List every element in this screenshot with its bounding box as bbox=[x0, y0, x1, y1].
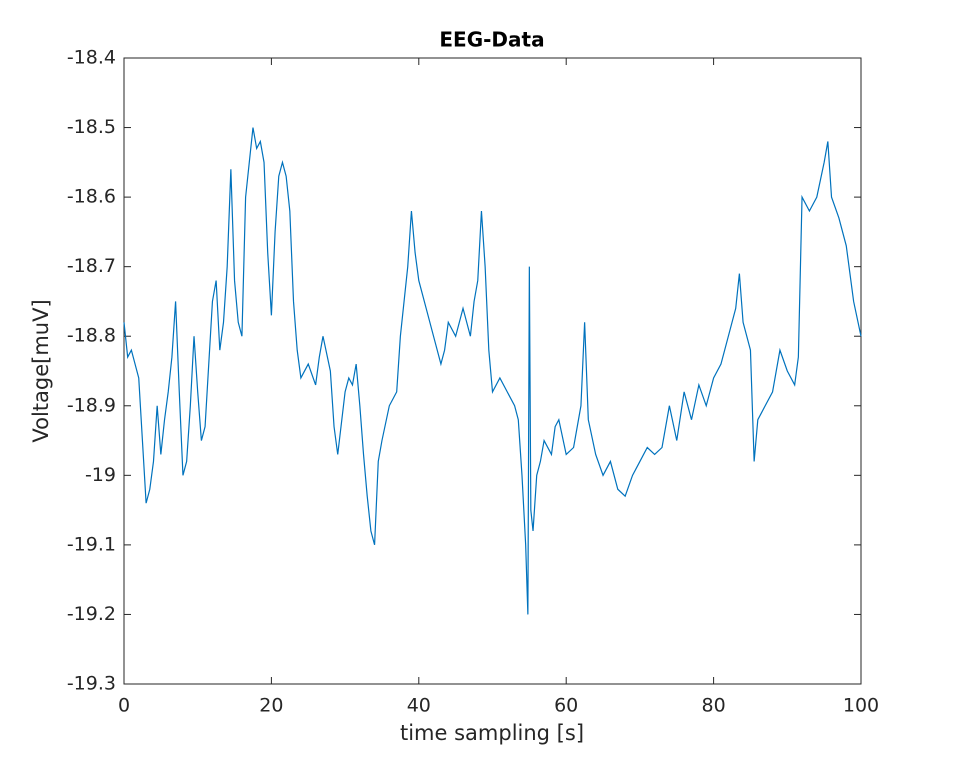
x-axis-label: time sampling [s] bbox=[400, 721, 584, 745]
x-tick-label: 80 bbox=[702, 695, 726, 717]
data-line bbox=[123, 127, 862, 615]
x-tick-label: 20 bbox=[259, 695, 283, 717]
y-tick-label: -19.2 bbox=[67, 603, 116, 625]
y-tick-label: -19.3 bbox=[67, 673, 116, 695]
plot-area bbox=[123, 57, 862, 685]
x-tick-label: 60 bbox=[554, 695, 578, 717]
x-tick-label: 100 bbox=[843, 695, 879, 717]
chart-title: EEG-Data bbox=[439, 28, 544, 52]
x-tick-label: 0 bbox=[118, 695, 130, 717]
y-tick-label: -19.1 bbox=[67, 533, 116, 555]
y-tick-label: -18.4 bbox=[67, 47, 116, 69]
y-axis-label: Voltage[muV] bbox=[29, 299, 53, 442]
y-tick-label: -18.7 bbox=[67, 255, 116, 277]
y-tick-label: -18.9 bbox=[67, 394, 116, 416]
y-tick-label: -18.8 bbox=[67, 325, 116, 347]
y-tick-label: -19 bbox=[85, 464, 116, 486]
y-tick-label: -18.6 bbox=[67, 186, 116, 208]
x-tick-label: 40 bbox=[407, 695, 431, 717]
y-tick-label: -18.5 bbox=[67, 116, 116, 138]
